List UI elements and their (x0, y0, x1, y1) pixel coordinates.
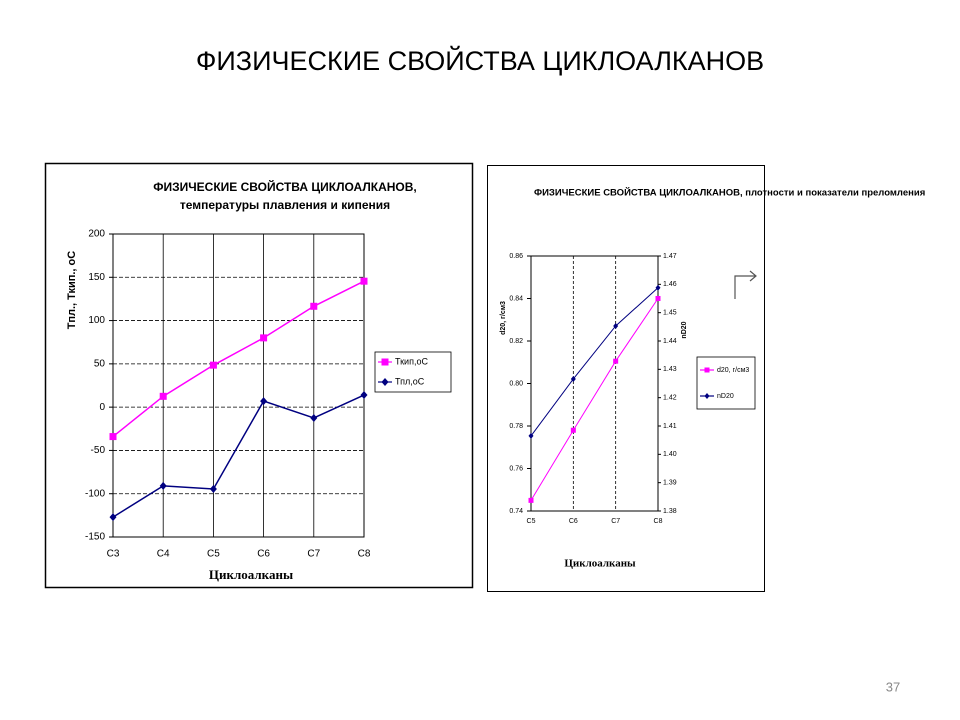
y2-tick-label: 1.41 (663, 423, 677, 430)
legend-marker (704, 367, 710, 373)
x-tick-label: C7 (611, 518, 620, 525)
marker (613, 322, 619, 329)
series-line (530, 287, 659, 437)
legend-label: Ткип,oC (395, 356, 428, 366)
y-tick-label: -50 (91, 445, 106, 456)
y2-tick-label: 1.42 (663, 395, 677, 402)
y-tick-label: -100 (85, 488, 105, 499)
page-number: 37 (886, 679, 900, 694)
y-axis-label: d20, г/см3 (500, 301, 507, 335)
chart-title: ФИЗИЧЕСКИЕ СВОЙСТВА ЦИКЛОАЛКАНОВ, (153, 179, 417, 194)
marker (209, 484, 217, 493)
y-tick-label: 0.84 (509, 295, 523, 302)
decor-arrow (734, 270, 757, 299)
y2-tick-label: 1.43 (663, 366, 677, 373)
x-tick-label: C7 (307, 549, 320, 560)
marker (655, 284, 661, 291)
marker (109, 513, 117, 522)
x-tick-label: C8 (654, 518, 663, 525)
slide-title: ФИЗИЧЕСКИЕ СВОЙСТВА ЦИКЛОАЛКАНОВ (196, 45, 764, 76)
y2-tick-label: 1.47 (663, 253, 677, 260)
marker (209, 361, 217, 369)
y-tick-label: 0.78 (509, 423, 523, 430)
legend-marker (381, 358, 389, 366)
legend-label: nD20 (717, 393, 734, 400)
marker (310, 413, 318, 422)
legend-marker (381, 378, 389, 386)
marker (360, 277, 368, 285)
marker (260, 397, 268, 406)
marker (159, 481, 167, 490)
x-tick-label: C6 (257, 549, 270, 560)
x-tick-label: C3 (107, 549, 120, 560)
marker (528, 497, 534, 503)
marker (159, 392, 167, 400)
y2-tick-label: 1.44 (663, 338, 677, 345)
x-tick-label: C5 (207, 549, 220, 560)
y-tick-label: 0.74 (509, 508, 523, 515)
chart-subtitle: температуры плавления и кипения (180, 198, 390, 212)
marker (109, 433, 117, 441)
marker (613, 358, 619, 364)
y2-axis-label: nD20 (681, 321, 688, 338)
marker (528, 432, 534, 439)
y2-tick-label: 1.45 (663, 310, 677, 317)
legend-marker (704, 393, 710, 399)
y-tick-label: 150 (88, 272, 105, 283)
x-tick-label: C5 (527, 518, 536, 525)
marker (655, 296, 661, 301)
plot-area (530, 255, 659, 512)
y-tick-label: 0 (99, 402, 105, 413)
series-line (112, 394, 365, 518)
y-axis-label: Тпл., Ткип., oC (66, 251, 78, 329)
chart-title: ФИЗИЧЕСКИЕ СВОЙСТВА ЦИКЛОАЛКАНОВ, плотно… (534, 187, 925, 199)
y-tick-label: 0.76 (509, 465, 523, 472)
marker (360, 391, 368, 400)
y-tick-label: -150 (85, 532, 105, 543)
y-tick-label: 0.86 (509, 253, 523, 260)
y-tick-label: 100 (88, 315, 105, 326)
y2-tick-label: 1.39 (663, 480, 677, 487)
marker (310, 302, 318, 310)
legend (696, 356, 756, 410)
y-tick-label: 50 (94, 358, 106, 369)
plot-area (112, 233, 365, 538)
marker (260, 334, 268, 342)
x-tick-label: C8 (358, 549, 371, 560)
legend-label: d20, г/см3 (717, 367, 749, 374)
legend-label: Тпл,oC (395, 376, 425, 386)
x-tick-label: C4 (157, 549, 170, 560)
series-line (530, 298, 659, 501)
marker (570, 375, 576, 382)
y2-tick-label: 1.46 (663, 281, 677, 288)
y-tick-label: 0.80 (509, 380, 523, 387)
y-tick-label: 0.82 (509, 338, 523, 345)
y2-tick-label: 1.38 (663, 508, 677, 515)
marker (570, 427, 576, 433)
x-axis-label: Циклоалканы (564, 558, 636, 570)
x-tick-label: C6 (569, 518, 578, 525)
y-tick-label: 200 (88, 229, 105, 240)
series-line (112, 280, 365, 438)
x-axis-label: Циклоалканы (209, 567, 293, 582)
y2-tick-label: 1.40 (663, 451, 677, 458)
